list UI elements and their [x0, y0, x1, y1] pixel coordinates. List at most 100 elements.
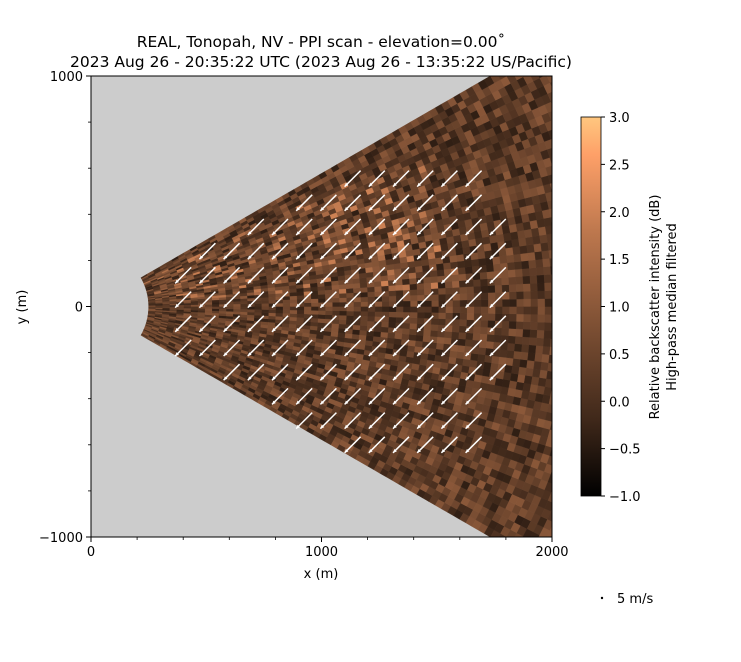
sector-cell: [441, 355, 450, 364]
sector-cell: [360, 296, 369, 303]
sector-cell: [559, 188, 568, 198]
sector-cell: [546, 41, 557, 53]
sector-cell: [409, 277, 418, 285]
sector-cell: [456, 351, 465, 360]
sector-cell: [558, 468, 568, 479]
sector-cell: [381, 295, 390, 302]
sector-cell: [581, 96, 591, 107]
sector-cell: [275, 306, 284, 311]
colorbar-tick-label: 0.0: [609, 395, 630, 410]
sector-cell: [623, 182, 632, 193]
sector-cell: [558, 506, 568, 517]
sector-cell: [509, 306, 518, 315]
sector-cell: [503, 371, 512, 381]
sector-cell: [459, 299, 468, 307]
sector-cell: [537, 314, 546, 323]
sector-cell: [561, 124, 571, 135]
sector-cell: [366, 330, 375, 337]
sector-cell: [563, 356, 571, 365]
sector-cell: [477, 250, 486, 260]
sector-cell: [380, 331, 389, 338]
sector-cell: [487, 292, 496, 300]
sector-cell: [551, 421, 552, 422]
sector-cell: [616, 222, 624, 232]
sector-cell: [573, 315, 580, 324]
sector-cell: [613, 457, 623, 468]
sector-cell: [561, 373, 569, 382]
sector-cell: [535, 258, 544, 268]
sector-cell: [204, 306, 213, 309]
y-axis-label: y (m): [15, 290, 30, 325]
sector-cell: [289, 313, 298, 318]
sector-cell: [573, 554, 584, 566]
sector-cell: [247, 311, 255, 316]
sector-cell: [557, 153, 566, 163]
sector-cell: [576, 534, 587, 546]
sector-cell: [625, 192, 634, 203]
sector-cell: [542, 345, 551, 355]
sector-cell: [557, 257, 565, 266]
sector-cell: [296, 309, 305, 315]
sector-cell: [622, 334, 630, 344]
sector-cell: [543, 330, 552, 339]
sector-cell: [296, 313, 305, 318]
sector-cell: [373, 280, 382, 287]
sector-cell: [501, 327, 510, 336]
sector-cell: [554, 88, 564, 99]
sector-cell: [544, 322, 552, 331]
sector-cell: [508, 328, 517, 337]
sector-cell: [416, 282, 425, 290]
sector-cell: [567, 140, 577, 151]
sector-cell: [543, 337, 552, 347]
sector-cell: [403, 300, 411, 307]
sector-cell: [570, 400, 579, 410]
sector-cell: [521, 343, 530, 353]
sector-cell: [561, 460, 571, 471]
sector-cell: [407, 339, 417, 347]
chart-title-line2: 2023 Aug 26 - 20:35:22 UTC (2023 Aug 26 …: [70, 53, 572, 71]
sector-cell: [551, 322, 552, 331]
sector-cell: [582, 537, 593, 549]
sector-cell: [254, 309, 263, 313]
sector-cell: [615, 279, 622, 289]
sector-cell: [415, 334, 424, 342]
sector-cell: [388, 290, 397, 297]
sector-cell: [416, 288, 425, 296]
sector-cell: [459, 319, 468, 327]
sector-cell: [402, 328, 411, 335]
sector-cell: [233, 308, 241, 312]
sector-cell: [409, 289, 418, 296]
sector-cell: [630, 297, 637, 307]
sector-cell: [572, 392, 581, 402]
sector-cell: [557, 450, 566, 460]
colorbar-label-line2: High-pass median filtered: [665, 223, 680, 391]
sector-cell: [634, 354, 642, 364]
sector-cell: [580, 76, 590, 88]
sector-cell: [282, 309, 291, 314]
sector-cell: [466, 312, 475, 321]
sector-cell: [505, 246, 514, 256]
sector-cell: [604, 138, 614, 149]
sector-cell: [275, 309, 284, 314]
sector-cell: [544, 298, 552, 307]
sector-cell: [594, 90, 604, 102]
sector-cell: [367, 291, 376, 298]
sector-cell: [571, 255, 579, 264]
sector-cell: [548, 249, 552, 259]
sector-cell: [564, 471, 574, 482]
sector-cell: [381, 285, 390, 292]
sector-cell: [528, 344, 537, 354]
sector-cell: [360, 306, 369, 312]
sector-cell: [559, 415, 568, 425]
sector-cell: [325, 314, 333, 320]
sector-cell: [521, 55, 532, 66]
sector-cell: [310, 317, 319, 323]
x-tick-label: 0: [87, 545, 95, 560]
sector-cell: [495, 306, 503, 314]
sector-cell: [614, 428, 623, 439]
sector-cell: [615, 269, 623, 279]
sector-cell: [443, 337, 452, 345]
sector-cell: [623, 420, 632, 431]
sector-cell: [608, 334, 616, 344]
sector-cell: [608, 270, 616, 280]
